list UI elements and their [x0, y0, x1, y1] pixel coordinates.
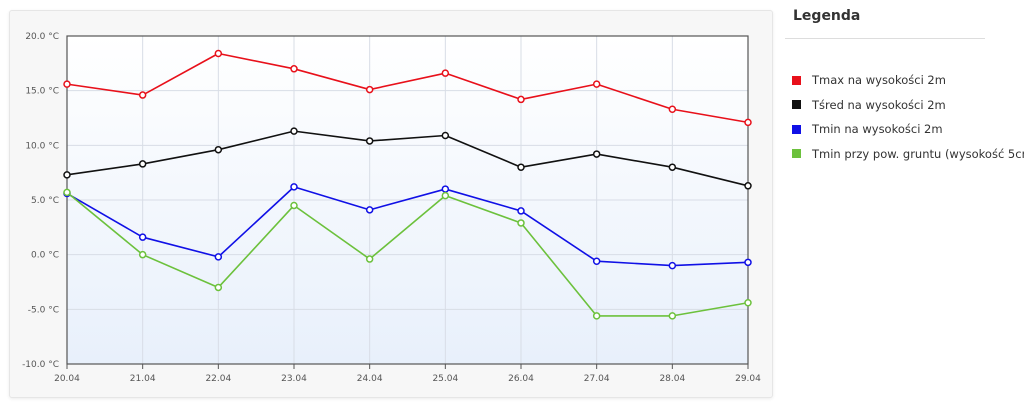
series-1-point	[592, 80, 601, 88]
temperature-line-chart: -10.0 °C -5.0 °C 0.0 °C 5.0 °C 10.0 °C 15.0 °…	[22, 32, 761, 384]
series-2-point	[290, 127, 298, 135]
series-2-point	[214, 145, 223, 154]
series-2-point	[517, 163, 525, 171]
series-2-point	[668, 163, 677, 171]
series-4-point	[517, 219, 525, 227]
series-1-point	[517, 95, 525, 104]
series-3-point	[441, 185, 450, 193]
series-2-point	[63, 171, 71, 179]
series-4-point	[365, 255, 374, 263]
x-tick-label: 23.04	[281, 374, 307, 384]
x-tick-label: 25.04	[432, 374, 458, 384]
series-3-point	[517, 207, 525, 215]
series-1-point	[441, 69, 450, 77]
legend-item-label: Tmin na wysokości 2m	[812, 122, 943, 137]
series-4-point	[290, 201, 298, 210]
series-line-2	[66, 130, 749, 187]
series-4-point	[744, 299, 752, 307]
legend-item-label: Tmax na wysokości 2m	[812, 73, 946, 88]
y-tick-label: 15.0 °C	[25, 87, 59, 97]
series-1-point	[290, 65, 298, 73]
legend-item-tsred[interactable]: Tśred na wysokości 2m	[792, 93, 1024, 118]
y-tick-label: 20.0 °C	[25, 32, 59, 42]
series-4-point	[441, 191, 450, 200]
series-3-point	[365, 206, 374, 214]
legend-swatch-icon	[792, 149, 801, 159]
series-2-point	[744, 182, 752, 190]
series-4-point	[138, 250, 147, 259]
x-tick-label: 26.04	[508, 374, 534, 384]
series-4-point	[668, 312, 677, 320]
legend-swatch-icon	[792, 75, 801, 85]
series-3-point	[668, 261, 677, 270]
series-1-point	[365, 85, 374, 94]
series-2-point	[441, 131, 450, 140]
series-1-point	[63, 80, 71, 88]
legend-swatch-icon	[792, 100, 801, 110]
x-tick-label: 27.04	[584, 374, 610, 384]
legend-item-label: Tmin przy pow. gruntu (wysokość 5cm)	[812, 146, 1024, 161]
legend-item-tmax[interactable]: Tmax na wysokości 2m	[792, 68, 1024, 93]
series-4-point	[63, 188, 71, 197]
x-tick-label: 29.04	[735, 374, 761, 384]
legend-swatch-icon	[792, 124, 801, 134]
x-tick-label: 20.04	[54, 374, 80, 384]
series-2-point	[592, 150, 601, 158]
legend-item-tmin-ground[interactable]: Tmin przy pow. gruntu (wysokość 5cm)	[792, 142, 1024, 167]
series-line-4	[66, 191, 749, 317]
series-4-point	[592, 312, 601, 320]
legend-panel: Legenda Tmax na wysokości 2m Tśred na wy…	[785, 0, 1024, 400]
legend-list: Tmax na wysokości 2m Tśred na wysokości …	[792, 68, 1024, 166]
plot-frame	[66, 35, 749, 365]
series-3-point	[592, 257, 601, 265]
legend-title: Legenda	[793, 8, 861, 24]
series-3-point	[290, 183, 298, 191]
x-tick-label: 21.04	[130, 374, 156, 384]
series-4-point	[214, 283, 223, 292]
series-3-point	[214, 253, 223, 261]
y-tick-label: 10.0 °C	[25, 141, 59, 151]
series-3-point	[744, 258, 752, 267]
series-line-3	[66, 186, 749, 267]
series-1-point	[214, 49, 223, 58]
legend-item-tmin[interactable]: Tmin na wysokości 2m	[792, 117, 1024, 142]
legend-divider	[785, 38, 985, 39]
series-1-point	[138, 91, 147, 99]
legend-item-label: Tśred na wysokości 2m	[812, 97, 946, 112]
chart-panel: -10.0 °C -5.0 °C 0.0 °C 5.0 °C 10.0 °C 15.0 °…	[9, 10, 773, 398]
series-2-point	[365, 137, 374, 145]
y-tick-label: -10.0 °C	[22, 360, 59, 370]
series-2-point	[138, 160, 147, 168]
x-tick-label: 28.04	[659, 374, 685, 384]
y-tick-label: 5.0 °C	[31, 196, 59, 206]
series-3-point	[138, 233, 147, 241]
x-tick-label: 24.04	[357, 374, 383, 384]
y-tick-label: 0.0 °C	[31, 251, 59, 261]
series-line-1	[66, 52, 749, 124]
x-tick-label: 22.04	[205, 374, 231, 384]
y-tick-label: -5.0 °C	[28, 305, 59, 315]
series-1-point	[744, 118, 752, 127]
series-1-point	[668, 105, 677, 114]
